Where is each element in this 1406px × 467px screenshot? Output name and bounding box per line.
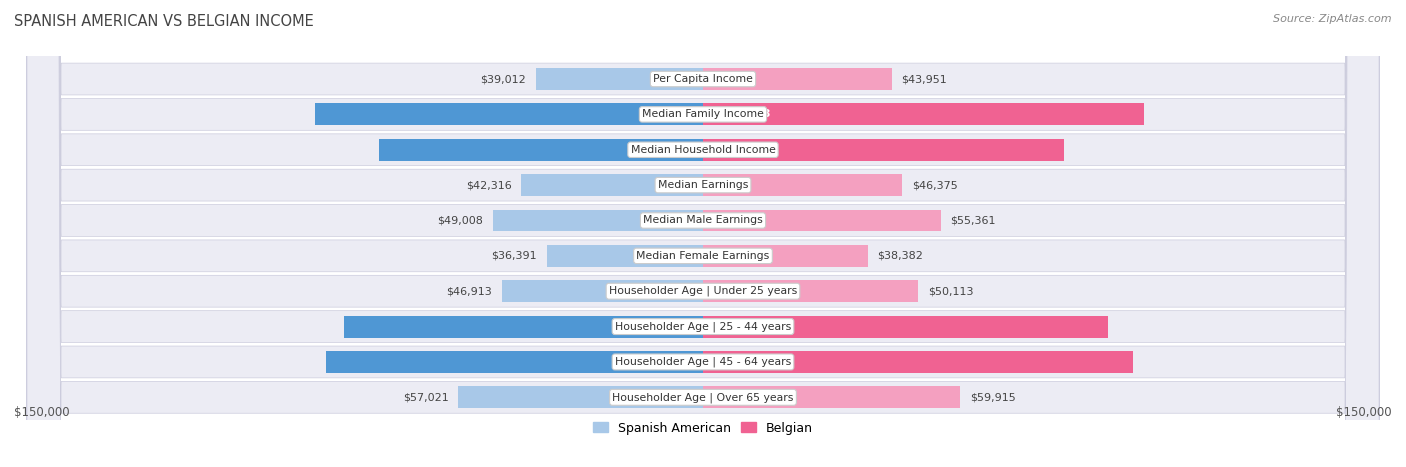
FancyBboxPatch shape — [27, 0, 1379, 467]
FancyBboxPatch shape — [27, 0, 1379, 467]
Text: $50,113: $50,113 — [928, 286, 973, 296]
Text: Median Family Income: Median Family Income — [643, 109, 763, 120]
Text: $38,382: $38,382 — [877, 251, 924, 261]
Bar — [315, 103, 703, 125]
Text: Source: ZipAtlas.com: Source: ZipAtlas.com — [1274, 14, 1392, 24]
FancyBboxPatch shape — [27, 0, 1379, 467]
Text: $36,391: $36,391 — [492, 251, 537, 261]
Text: $46,375: $46,375 — [911, 180, 957, 190]
Bar — [703, 386, 960, 408]
Text: Householder Age | Over 65 years: Householder Age | Over 65 years — [612, 392, 794, 403]
Bar — [703, 103, 1144, 125]
FancyBboxPatch shape — [27, 0, 1379, 467]
Text: Median Male Earnings: Median Male Earnings — [643, 215, 763, 226]
Legend: Spanish American, Belgian: Spanish American, Belgian — [588, 417, 818, 439]
Text: $83,722: $83,722 — [643, 322, 693, 332]
Text: $150,000: $150,000 — [14, 406, 70, 419]
Text: $46,913: $46,913 — [446, 286, 492, 296]
FancyBboxPatch shape — [27, 0, 1379, 467]
Text: $57,021: $57,021 — [404, 392, 449, 402]
Text: $49,008: $49,008 — [437, 215, 484, 226]
Bar — [536, 68, 703, 90]
Text: Householder Age | Under 25 years: Householder Age | Under 25 years — [609, 286, 797, 297]
Bar — [703, 68, 891, 90]
Text: Householder Age | 25 - 44 years: Householder Age | 25 - 44 years — [614, 321, 792, 332]
Text: $43,951: $43,951 — [901, 74, 948, 84]
Bar — [380, 139, 703, 161]
Bar — [522, 174, 703, 196]
Text: $42,316: $42,316 — [465, 180, 512, 190]
Text: Per Capita Income: Per Capita Income — [652, 74, 754, 84]
Text: Median Earnings: Median Earnings — [658, 180, 748, 190]
Text: $87,836: $87,836 — [643, 357, 693, 367]
FancyBboxPatch shape — [27, 0, 1379, 467]
Text: $75,386: $75,386 — [643, 145, 693, 155]
Bar — [343, 316, 703, 338]
Bar — [326, 351, 703, 373]
Text: Householder Age | 45 - 64 years: Householder Age | 45 - 64 years — [614, 357, 792, 367]
Bar — [547, 245, 703, 267]
Text: Median Female Earnings: Median Female Earnings — [637, 251, 769, 261]
FancyBboxPatch shape — [27, 0, 1379, 467]
Text: Median Household Income: Median Household Income — [630, 145, 776, 155]
Text: $102,788: $102,788 — [713, 109, 770, 120]
Bar — [703, 245, 868, 267]
Text: $59,915: $59,915 — [970, 392, 1015, 402]
Text: $94,262: $94,262 — [713, 322, 763, 332]
Bar — [703, 351, 1132, 373]
Bar — [703, 174, 903, 196]
Text: SPANISH AMERICAN VS BELGIAN INCOME: SPANISH AMERICAN VS BELGIAN INCOME — [14, 14, 314, 29]
Bar — [492, 210, 703, 232]
Bar — [703, 280, 918, 302]
Text: $100,060: $100,060 — [713, 357, 770, 367]
Bar — [703, 316, 1108, 338]
FancyBboxPatch shape — [27, 0, 1379, 467]
FancyBboxPatch shape — [27, 0, 1379, 467]
Bar — [458, 386, 703, 408]
Text: $90,322: $90,322 — [643, 109, 693, 120]
Text: $84,008: $84,008 — [713, 145, 763, 155]
Text: $150,000: $150,000 — [1336, 406, 1392, 419]
Bar — [703, 139, 1063, 161]
Bar — [502, 280, 703, 302]
FancyBboxPatch shape — [27, 0, 1379, 467]
Text: $55,361: $55,361 — [950, 215, 995, 226]
Bar — [703, 210, 941, 232]
Text: $39,012: $39,012 — [479, 74, 526, 84]
